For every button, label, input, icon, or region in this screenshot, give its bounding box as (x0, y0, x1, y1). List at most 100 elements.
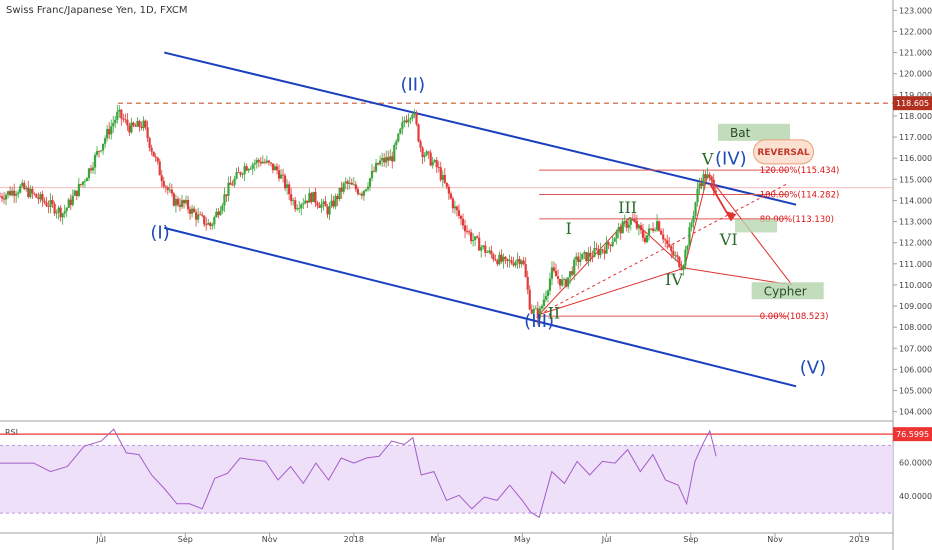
candle-body (457, 210, 461, 216)
candle-body (680, 267, 683, 270)
candle-body (383, 158, 386, 163)
rsi-value-box (893, 427, 932, 442)
y-tick-label: 122.000 (899, 27, 932, 36)
candle-body (184, 199, 188, 204)
candle-body (156, 157, 159, 162)
candle-body (114, 119, 117, 123)
candle-body (593, 248, 596, 257)
candle-body (292, 200, 295, 202)
candle-body (395, 141, 398, 145)
channel-lower (164, 226, 797, 388)
candle-body (662, 234, 665, 240)
y-tick-label: 107.000 (899, 344, 932, 353)
candle-body (298, 208, 301, 210)
candle-body (193, 208, 196, 213)
candle-body (609, 244, 612, 247)
candle-body (146, 127, 149, 138)
candle-body (364, 189, 368, 191)
candle-body (698, 183, 701, 189)
candle-body (381, 158, 384, 161)
candle-body (542, 299, 545, 306)
candle-body (108, 128, 111, 135)
y-tick-label: 105.000 (899, 387, 932, 396)
candle-body (37, 197, 40, 200)
candle-body (21, 182, 24, 187)
candle-body (534, 308, 537, 310)
candle-body (209, 222, 212, 226)
candle-body (670, 246, 673, 252)
candle-body (229, 182, 232, 185)
candle-body (201, 214, 204, 216)
candle-body (312, 191, 315, 202)
candle-body (692, 215, 695, 223)
candle-body (124, 119, 127, 121)
candle-body (571, 271, 574, 275)
x-tick-label: Jul (601, 535, 612, 544)
pattern-leg (538, 216, 631, 315)
candle-body (132, 122, 135, 126)
candle-body (409, 118, 412, 120)
candle-body (532, 309, 535, 314)
candle-body (538, 308, 541, 319)
channel-upper (164, 51, 797, 206)
candle-body (332, 200, 335, 207)
candle-body (120, 109, 123, 119)
y-tick-label: 111.000 (899, 260, 932, 269)
candle-body (116, 111, 119, 120)
candle-body (304, 200, 307, 204)
candle-body (279, 174, 283, 179)
pattern-box (751, 282, 824, 300)
candle-body (205, 224, 208, 226)
candle-body (433, 160, 436, 162)
candle-body (350, 182, 353, 185)
candle-body (61, 213, 64, 218)
candle-body (45, 202, 48, 207)
candle-body (257, 159, 260, 162)
candle-body (29, 188, 32, 198)
candle-body (641, 230, 645, 238)
candle-body (328, 206, 331, 215)
candle-body (664, 239, 667, 241)
candle-body (316, 202, 319, 206)
candle-body (480, 247, 483, 251)
candle-body (704, 174, 707, 179)
candle-body (112, 122, 115, 127)
candle-body (33, 193, 36, 195)
candle-body (296, 208, 299, 210)
candle-body (573, 259, 576, 275)
candle-body (249, 168, 252, 170)
candle-body (79, 184, 82, 185)
candle-body (690, 222, 693, 228)
candle-body (211, 224, 214, 226)
candle-body (563, 279, 566, 281)
candle-body (639, 225, 643, 231)
candle-body (170, 189, 173, 194)
rsi-tick-label: 40.0000 (899, 492, 932, 501)
candle-body (526, 276, 529, 290)
candle-body (162, 180, 165, 187)
candle-body (0, 196, 2, 198)
candle-body (55, 212, 58, 214)
candle-body (565, 279, 568, 287)
candle-body (506, 258, 509, 262)
rsi-band (0, 445, 893, 514)
candle-body (142, 120, 145, 129)
rsi-label: RSI (5, 428, 18, 437)
candle-body (411, 114, 414, 119)
candle-body (478, 237, 481, 251)
candle-body (615, 231, 618, 239)
y-tick-label: 110.000 (899, 281, 932, 290)
candle-body (360, 193, 364, 196)
candle-body (207, 222, 210, 225)
candle-body (235, 172, 238, 179)
candle-body (522, 260, 525, 265)
candle-body (63, 211, 66, 214)
candle-body (23, 182, 26, 190)
wave-label-minor: I (565, 219, 571, 238)
candle-body (288, 184, 291, 195)
candle-body (261, 161, 264, 164)
candle-body (583, 252, 586, 254)
candle-body (57, 207, 60, 213)
candle-body (712, 179, 715, 191)
candle-body (302, 203, 305, 205)
